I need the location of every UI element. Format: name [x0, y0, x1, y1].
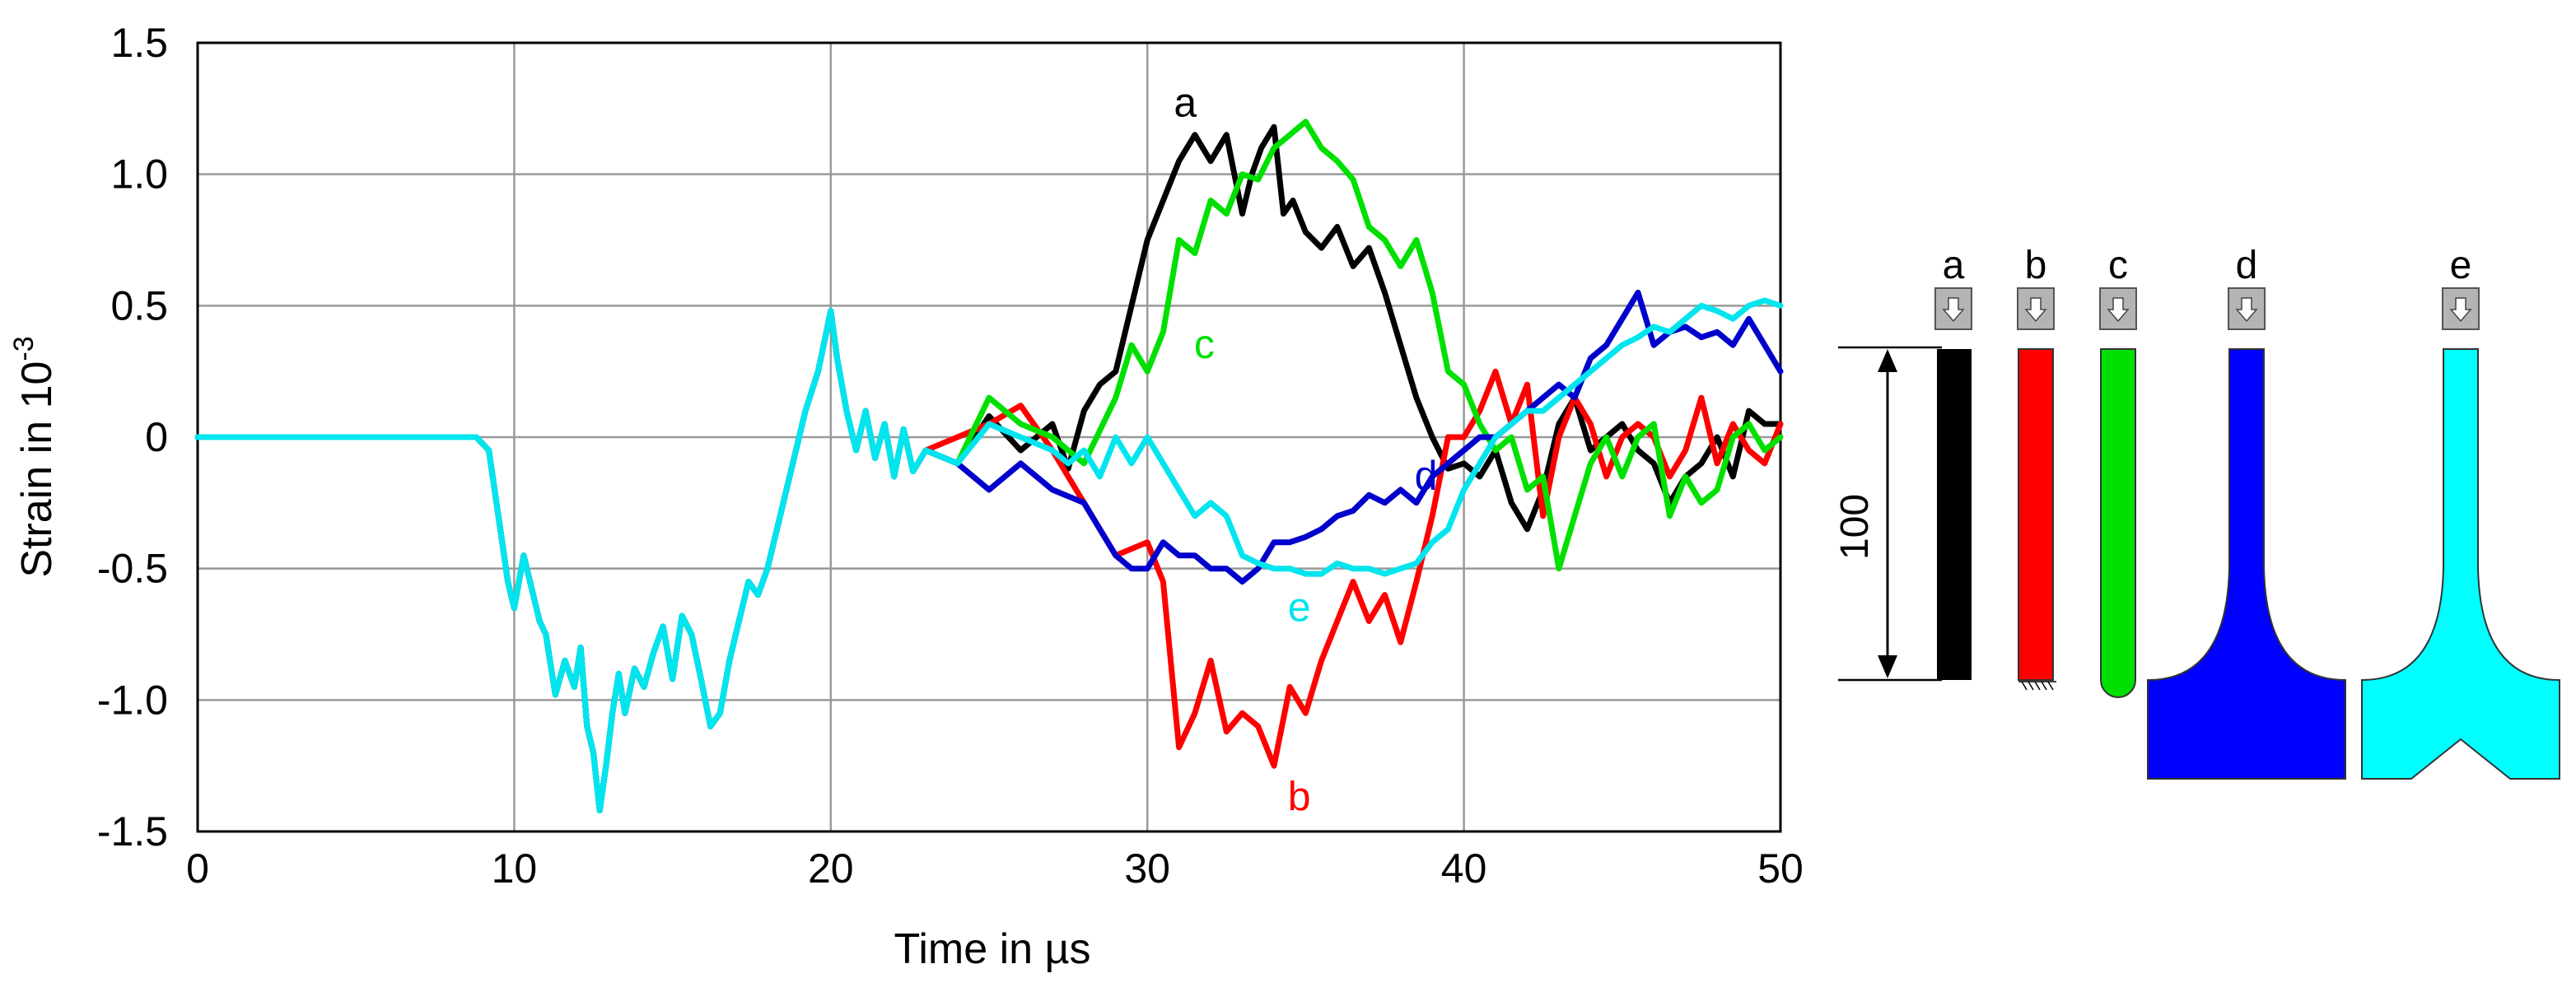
down-arrow-icon [1934, 287, 1972, 330]
y-tick-label: -1.5 [97, 808, 168, 855]
series-layer [194, 119, 1784, 813]
specimen-a: a [1934, 244, 1972, 680]
down-arrow-icon [2442, 287, 2480, 330]
series-line-common [194, 308, 929, 813]
curve-label-a: a [1174, 79, 1197, 125]
curve-label-c: c [1194, 321, 1215, 367]
specimen-b-label: b [2025, 244, 2047, 287]
specimen-b: b [2017, 244, 2056, 691]
tick-labels: 0 10 20 30 40 50 -1.5 -1.0 -0.5 0 0.5 1.0 1.5 [97, 20, 1804, 892]
specimen-c-label: c [2108, 244, 2128, 287]
specimen-d-label: d [2236, 244, 2258, 287]
down-arrow-icon [2017, 287, 2055, 330]
specimen-b-bar [2018, 348, 2054, 681]
series-line-c [194, 119, 1784, 813]
y-tick-label: -0.5 [97, 546, 168, 592]
specimen-a-label: a [1943, 244, 1965, 287]
specimen-c-bar [2100, 348, 2136, 698]
x-tick-label: 40 [1441, 845, 1487, 892]
down-arrow-icon [2228, 287, 2266, 330]
x-tick-label: 50 [1757, 845, 1804, 892]
specimen-d: d [2147, 244, 2346, 780]
y-tick-label: 0.5 [110, 282, 168, 328]
dimension-label: 100 [1833, 494, 1877, 560]
x-axis-title: Time in µs [894, 925, 1091, 973]
dimension-line: 100 [1833, 346, 1942, 682]
y-tick-label: 0 [145, 414, 168, 460]
fixed-support-hatch [2018, 681, 2056, 691]
x-tick-label: 20 [808, 845, 854, 892]
series-line-e [194, 297, 1784, 813]
specimen-e: e [2361, 244, 2560, 780]
y-tick-label: -1.0 [97, 677, 168, 723]
specimen-d-body [2147, 348, 2346, 780]
x-tick-label: 0 [186, 845, 209, 892]
x-tick-label: 30 [1124, 845, 1170, 892]
series-line-b [194, 308, 1784, 813]
y-axis-title-exponent: -3 [8, 336, 40, 361]
specimen-c: c [2099, 244, 2137, 698]
y-tick-label: 1.0 [110, 151, 168, 198]
y-tick-label: 1.5 [110, 20, 168, 66]
y-axis-title-main: Strain in 10 [13, 361, 61, 578]
specimen-e-body [2361, 348, 2560, 780]
y-axis-title: Strain in 10-3 [8, 336, 61, 577]
series-line-a [194, 123, 1784, 813]
specimen-diagram: 100 a b [1833, 244, 2560, 780]
specimen-e-label: e [2450, 244, 2472, 287]
specimen-a-bar [1937, 349, 1972, 680]
curve-label-d: d [1415, 453, 1438, 499]
series-line-d [194, 289, 1784, 813]
x-tick-label: 10 [492, 845, 538, 892]
curve-label-e: e [1288, 584, 1311, 631]
curve-labels: a c d e b [1174, 79, 1437, 819]
curve-label-b: b [1288, 773, 1311, 819]
down-arrow-icon [2099, 287, 2137, 330]
